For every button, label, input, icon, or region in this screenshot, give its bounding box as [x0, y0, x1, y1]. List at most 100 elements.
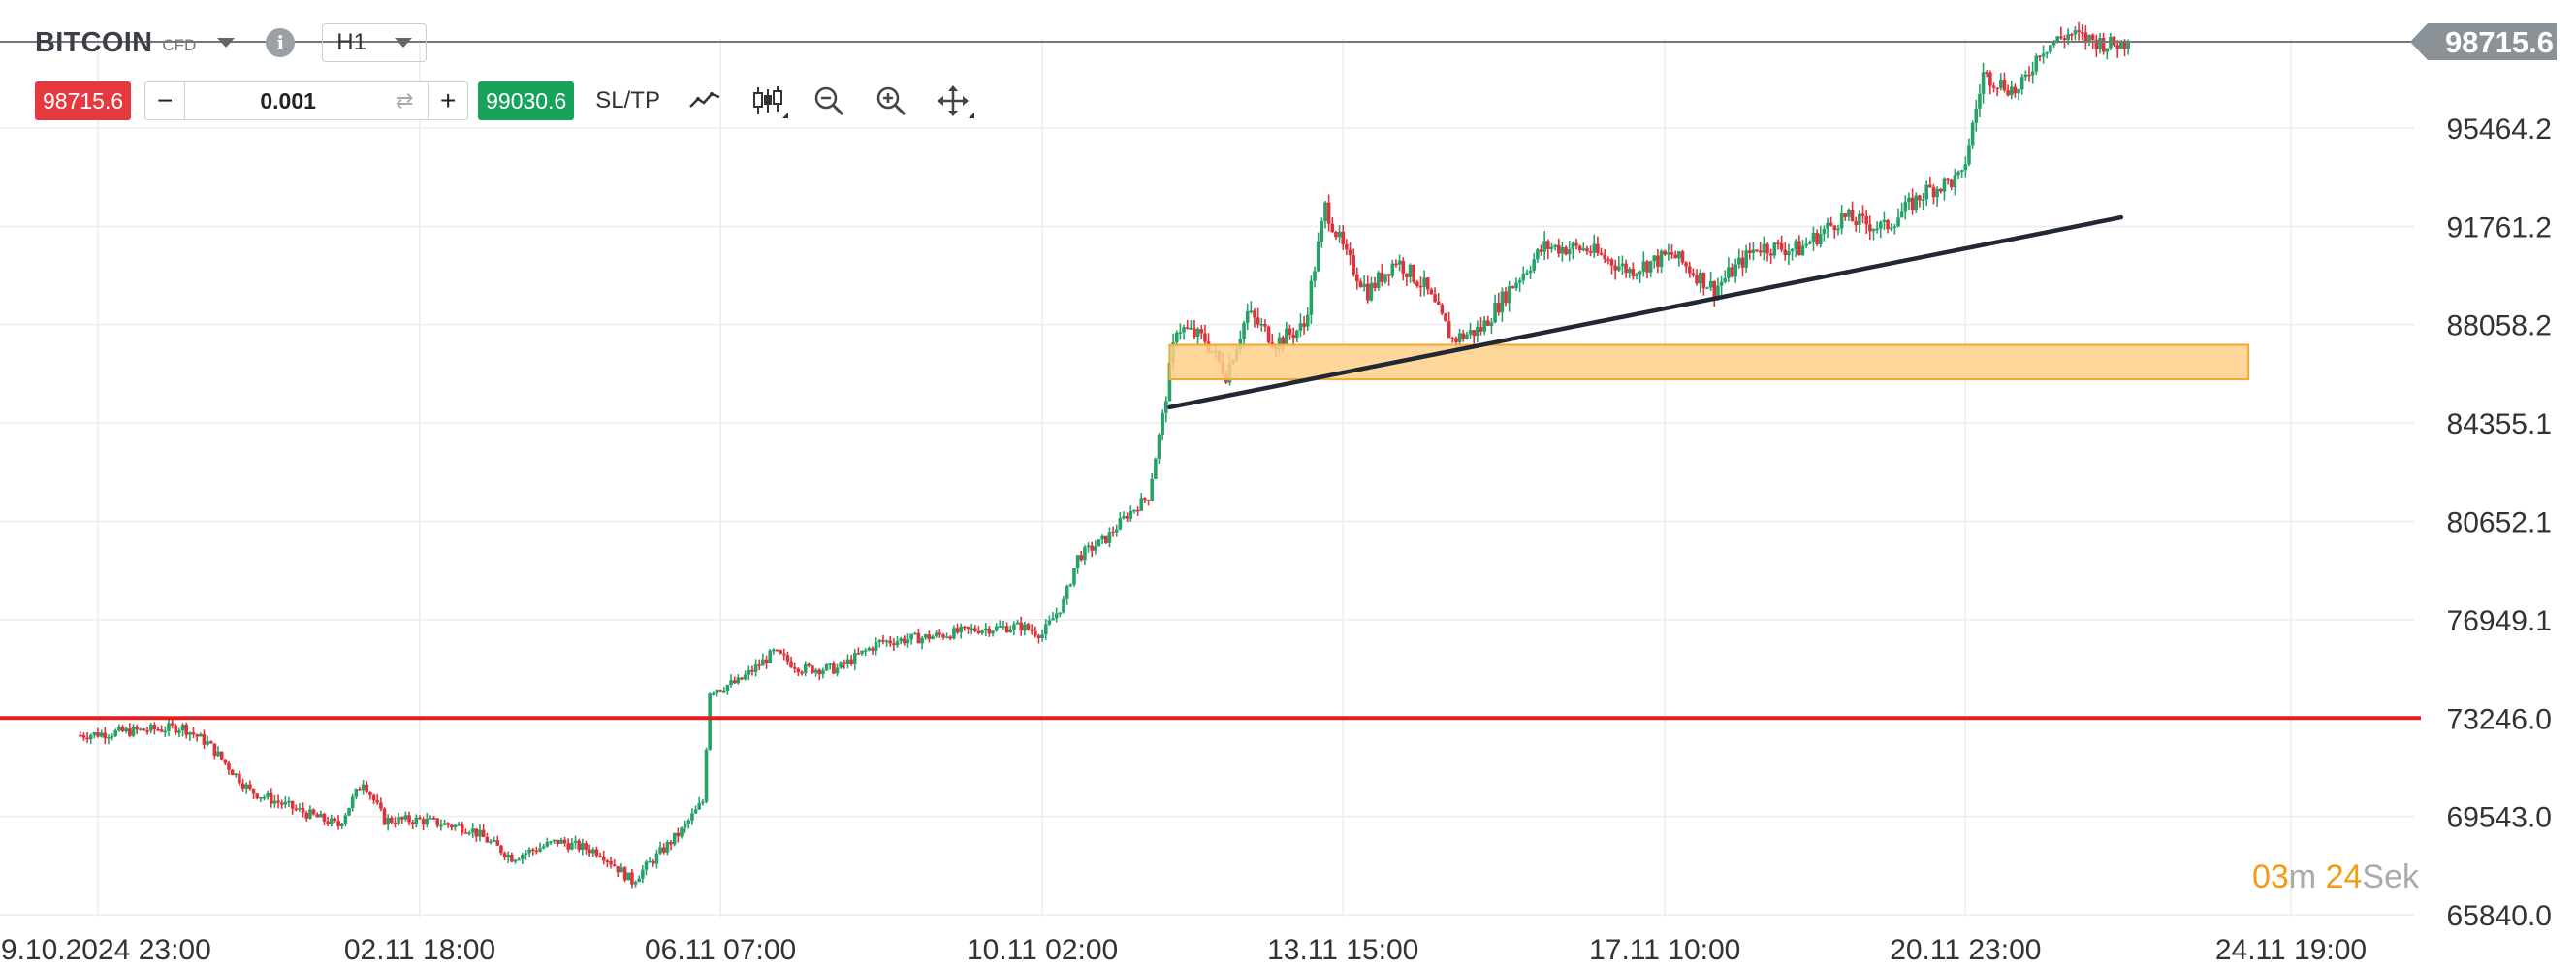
candle-body [1008, 630, 1013, 632]
candle-body [450, 824, 454, 827]
candle-body [470, 828, 475, 833]
swap-icon[interactable]: ⇄ [395, 88, 414, 113]
candle-body [1673, 254, 1677, 259]
info-icon[interactable]: i [266, 28, 296, 57]
candle-body [1376, 272, 1381, 288]
candlestick-icon[interactable] [749, 83, 788, 118]
candle-body [781, 653, 786, 656]
candle-body [1161, 412, 1164, 435]
y-tick-label: 91761.2 [2447, 211, 2552, 243]
candle-body [779, 650, 782, 654]
increase-quantity-button[interactable]: + [428, 82, 467, 119]
candle-body [1164, 401, 1168, 413]
sell-button[interactable]: 98715.6 [35, 81, 132, 120]
candle-body [85, 737, 89, 740]
candle-body [2006, 90, 2010, 96]
candle-body [852, 653, 857, 664]
candle-body [1826, 222, 1829, 230]
candle-body [704, 749, 709, 802]
candle-body [963, 626, 967, 629]
candle-body [1401, 260, 1406, 274]
candle-body [184, 725, 189, 735]
candle-body [1383, 274, 1387, 282]
candle-body [177, 730, 181, 733]
candle-body [541, 846, 546, 849]
candle-body [598, 856, 602, 857]
quantity-input[interactable] [185, 82, 429, 119]
candle-body [1854, 221, 1859, 225]
instrument-dropdown-icon[interactable] [217, 38, 236, 48]
y-tick-label: 88058.2 [2447, 310, 2552, 342]
zoom-in-icon[interactable] [874, 83, 908, 118]
candle-body [715, 690, 719, 694]
candle-body [339, 824, 344, 826]
pan-icon[interactable] [936, 83, 974, 118]
candle-body [358, 789, 362, 791]
candle-body [1433, 294, 1437, 302]
candle-body [1585, 248, 1589, 252]
buy-button[interactable]: 99030.6 [478, 81, 575, 120]
candle-body [1978, 93, 1982, 109]
candle-body [721, 690, 726, 693]
candle-body [690, 813, 694, 821]
candle-body [460, 824, 464, 833]
candle-body [1266, 326, 1271, 343]
y-tick-label: 65840.0 [2447, 900, 2552, 932]
candle-body [2073, 30, 2078, 35]
candle-body [467, 832, 471, 834]
candle-body [113, 730, 118, 736]
candle-body [1708, 280, 1713, 288]
candle-body [835, 667, 840, 674]
candle-body [1118, 518, 1123, 530]
candle-body [920, 637, 924, 644]
decrease-quantity-button[interactable]: − [145, 82, 186, 119]
candle-body [2083, 32, 2088, 43]
candle-body [549, 841, 553, 843]
candle-body [1737, 257, 1741, 265]
candle-body [2023, 74, 2028, 78]
candle-body [729, 680, 733, 686]
candle-body [1058, 612, 1063, 614]
candle-body [298, 808, 302, 810]
timeframe-select[interactable]: H1 [322, 23, 428, 62]
zoom-out-icon[interactable] [811, 83, 846, 118]
candle-body [1995, 87, 1999, 89]
candle-body [1167, 363, 1172, 402]
candle-body [1733, 264, 1737, 277]
candle-body [980, 630, 984, 633]
candle-body [630, 872, 634, 885]
candle-body [1517, 280, 1522, 283]
candle-body [998, 626, 1002, 628]
candle-body [223, 759, 228, 763]
candle-body [1999, 79, 2003, 88]
candle-body [2049, 45, 2052, 52]
candle-body [1800, 245, 1805, 256]
candle-body [747, 669, 751, 675]
candle-body [343, 815, 348, 824]
line-chart-icon[interactable] [687, 83, 722, 118]
candle-body [881, 639, 885, 642]
candle-body [1638, 271, 1642, 275]
candle-body [251, 788, 256, 794]
candle-body [128, 728, 132, 736]
candle-body [1472, 330, 1477, 337]
sltp-button[interactable]: SL/TP [595, 87, 660, 113]
candle-body [365, 784, 369, 792]
candle-body [877, 639, 882, 643]
candle-body [994, 626, 999, 631]
candle-body [510, 854, 514, 862]
candle-body [1609, 259, 1614, 266]
candle-body [1139, 498, 1144, 511]
candle-body [1103, 535, 1108, 543]
candle-body [740, 677, 744, 680]
candle-body [492, 840, 496, 842]
candle-body [792, 666, 797, 669]
candle-body [1808, 242, 1812, 244]
candle-body [1496, 302, 1501, 313]
candle-body [1330, 223, 1335, 233]
candle-body [397, 817, 400, 824]
candle-body [329, 818, 334, 824]
candle-body [1476, 327, 1479, 337]
candle-body [439, 824, 443, 827]
